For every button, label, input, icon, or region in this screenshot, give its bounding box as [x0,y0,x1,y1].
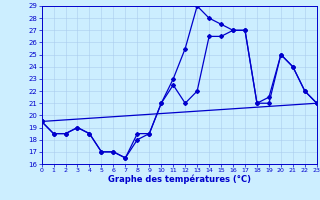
X-axis label: Graphe des températures (°C): Graphe des températures (°C) [108,175,251,184]
